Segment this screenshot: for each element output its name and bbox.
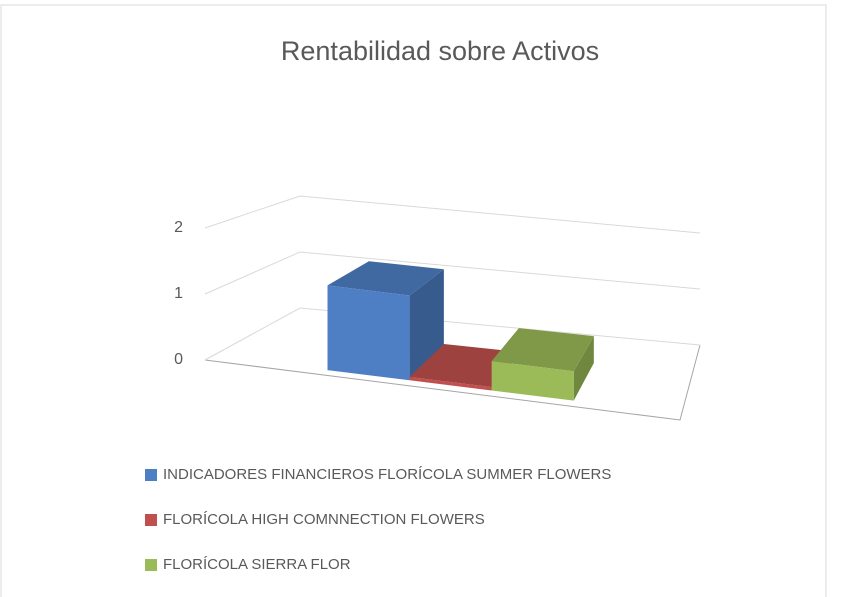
bar-front — [491, 361, 574, 401]
bar — [491, 328, 594, 401]
bar-front — [409, 377, 492, 391]
bar-side — [573, 336, 594, 401]
y-tick-label: 1 — [174, 285, 183, 302]
legend-swatch — [145, 469, 157, 481]
legend-label: FLORÍCOLA HIGH COMNNECTION FLOWERS — [163, 511, 485, 528]
chart-title: Rentabilidad sobre Activos — [281, 36, 599, 66]
bar-front — [327, 285, 410, 381]
bar-top — [327, 261, 444, 296]
y-tick-label: 0 — [174, 351, 183, 368]
legend-label: FLORÍCOLA SIERRA FLOR — [163, 556, 351, 573]
legend-swatch — [145, 514, 157, 526]
grid-line — [204, 195, 701, 234]
floor-edge — [204, 344, 701, 421]
bar-top — [409, 343, 519, 388]
grid-line — [204, 251, 701, 295]
legend-label: INDICADORES FINANCIEROS FLORÍCOLA SUMMER… — [163, 466, 611, 483]
y-tick-label: 2 — [174, 219, 183, 236]
bar — [327, 261, 444, 381]
bar-top — [491, 328, 594, 372]
legend-swatch — [145, 559, 157, 571]
grid-line — [204, 307, 701, 361]
